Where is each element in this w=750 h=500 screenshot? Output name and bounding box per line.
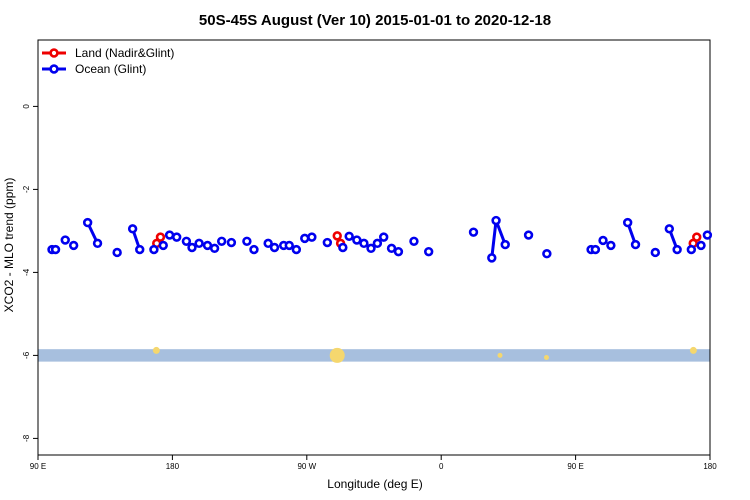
data-point [409, 236, 419, 246]
data-point [352, 235, 362, 245]
x-axis-label: Longitude (deg E) [327, 477, 422, 491]
data-point [379, 232, 389, 242]
x-tick-label: 180 [166, 462, 180, 471]
x-tick-label: 0 [439, 462, 444, 471]
legend-marker [49, 64, 59, 74]
plot-area [37, 39, 713, 456]
legend-marker [49, 48, 59, 58]
data-point [181, 236, 192, 246]
x-axis: 90 E 180 90 W 0 90 E 180 [30, 455, 717, 471]
y-tick-label: -4 [22, 268, 31, 276]
band-marker [689, 346, 697, 354]
data-point [284, 240, 294, 251]
data-point [672, 244, 682, 255]
data-point [423, 246, 434, 257]
legend: Land (Nadir&Glint) Ocean (Glint) [42, 46, 174, 76]
data-point [650, 247, 661, 258]
data-point [158, 240, 168, 251]
data-point [487, 253, 497, 263]
data-point [692, 232, 702, 242]
data-point [155, 232, 166, 242]
data-point [372, 238, 383, 249]
data-point [307, 232, 317, 242]
data-point [135, 244, 145, 255]
y-tick-label: -2 [22, 185, 31, 193]
data-point [359, 238, 369, 249]
data-point [664, 224, 675, 234]
data-point [226, 237, 237, 248]
data-point [696, 240, 706, 251]
data-point [50, 244, 61, 255]
data-point [164, 230, 175, 240]
data-point [393, 246, 404, 257]
x-tick-label: 180 [703, 462, 717, 471]
y-tick-label: -6 [22, 351, 31, 359]
data-point [291, 244, 302, 255]
series-line [490, 219, 507, 259]
band-marker [543, 354, 549, 360]
band-marker [329, 347, 345, 363]
data-point [68, 240, 79, 251]
x-tick-label: 90 E [567, 462, 583, 471]
data-point [542, 249, 552, 259]
data-point [202, 240, 213, 251]
data-point [112, 247, 122, 258]
x-tick-label: 90 W [297, 462, 316, 471]
data-point [344, 231, 354, 241]
data-point [60, 235, 70, 245]
data-point [209, 243, 220, 254]
data-point [322, 237, 333, 248]
data-point [686, 244, 697, 255]
data-point [523, 230, 534, 240]
y-axis: 0 -2 -4 -6 -8 [22, 104, 38, 442]
y-tick-label: 0 [22, 104, 31, 109]
data-point [622, 217, 633, 228]
data-point [468, 227, 479, 237]
data-point [500, 239, 510, 250]
data-point [269, 242, 280, 253]
data-point [386, 243, 397, 254]
data-point [263, 238, 273, 249]
y-tick-label: -8 [22, 434, 31, 442]
data-point [702, 230, 713, 240]
data-point [332, 231, 342, 241]
data-point [92, 238, 103, 249]
y-axis-label: XCO2 - MLO trend (ppm) [2, 178, 16, 313]
data-point [249, 244, 259, 255]
legend-label: Ocean (Glint) [75, 62, 146, 76]
data-point [216, 236, 227, 246]
data-point [171, 232, 182, 242]
data-point [366, 243, 376, 254]
data-point [630, 239, 641, 250]
data-point [194, 238, 204, 249]
data-point [187, 242, 197, 253]
plot-frame [37, 39, 711, 456]
data-band [38, 349, 710, 362]
data-point [300, 233, 310, 244]
band-marker [497, 352, 503, 358]
chart-title: 50S-45S August (Ver 10) 2015-01-01 to 20… [199, 12, 551, 29]
data-point [127, 224, 138, 234]
band-marker [152, 346, 160, 354]
data-point [491, 215, 501, 226]
legend-label: Land (Nadir&Glint) [75, 46, 174, 60]
data-point [82, 217, 93, 228]
x-tick-label: 90 E [30, 462, 46, 471]
data-point [606, 240, 616, 251]
data-point [598, 235, 608, 246]
data-point [149, 244, 159, 255]
data-point [242, 236, 252, 246]
data-point [338, 242, 348, 253]
data-point [590, 244, 601, 255]
